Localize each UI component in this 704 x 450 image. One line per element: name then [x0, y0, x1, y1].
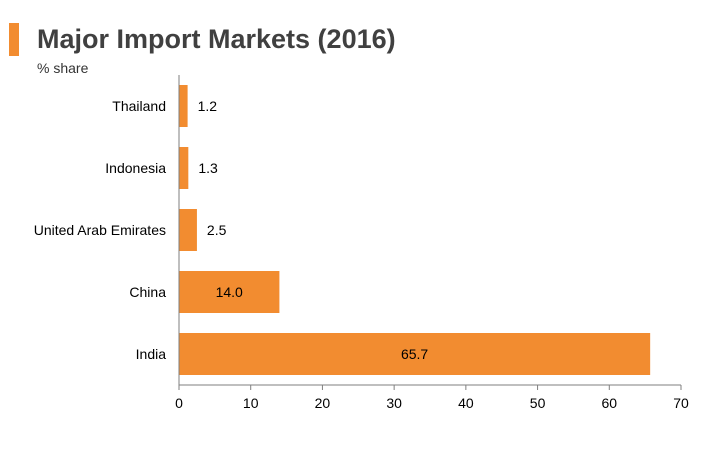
x-tick-label: 70	[673, 395, 689, 411]
data-label: 14.0	[216, 284, 243, 300]
x-tick-label: 40	[458, 395, 474, 411]
chart-subtitle: % share	[37, 60, 89, 76]
data-label: 1.2	[198, 98, 218, 114]
x-tick-label: 20	[315, 395, 331, 411]
x-tick-label: 0	[175, 395, 183, 411]
category-label: United Arab Emirates	[34, 222, 166, 238]
data-label: 1.3	[198, 160, 218, 176]
chart-title: Major Import Markets (2016)	[37, 24, 396, 54]
category-label: Thailand	[112, 98, 166, 114]
data-label: 65.7	[401, 346, 428, 362]
bar	[179, 209, 197, 251]
bar	[179, 85, 188, 127]
title-accent-bar	[9, 23, 19, 56]
x-tick-label: 60	[601, 395, 617, 411]
data-label: 2.5	[207, 222, 227, 238]
category-label: Indonesia	[105, 160, 166, 176]
bar	[179, 333, 651, 375]
x-tick-label: 10	[243, 395, 259, 411]
x-tick-label: 30	[386, 395, 402, 411]
bar	[179, 271, 280, 313]
x-tick-label: 50	[530, 395, 546, 411]
bar	[179, 147, 189, 189]
category-label: India	[136, 346, 167, 362]
category-label: China	[129, 284, 166, 300]
